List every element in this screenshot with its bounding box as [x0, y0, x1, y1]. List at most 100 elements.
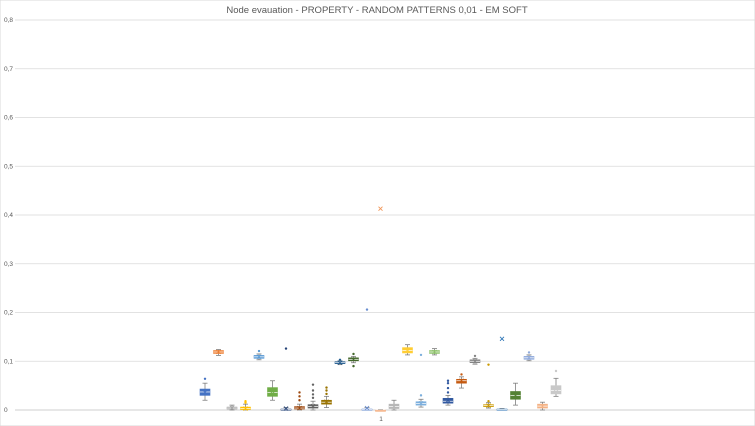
outlier-point	[325, 389, 328, 392]
box-plot	[550, 369, 562, 397]
box-plot	[226, 404, 238, 411]
outlier-point	[338, 358, 342, 361]
mean-marker	[432, 349, 437, 355]
outlier-point	[257, 349, 261, 353]
outlier-point	[325, 392, 328, 396]
y-tick-label: 0,4	[4, 212, 13, 219]
outlier-point	[446, 386, 450, 390]
box-plot	[429, 348, 440, 356]
y-tick-label: 0,8	[4, 17, 13, 24]
outlier-point	[244, 400, 247, 403]
mean-marker	[270, 389, 275, 394]
mean-marker	[297, 405, 302, 411]
outlier-point	[311, 396, 315, 400]
mean-marker	[337, 360, 343, 366]
box-plot	[469, 354, 481, 365]
outlier-point	[487, 363, 490, 366]
box-plot	[294, 391, 305, 411]
box-plot	[537, 401, 548, 411]
outlier-point	[311, 383, 315, 386]
box-series	[199, 206, 562, 412]
box-plot	[510, 382, 521, 406]
outlier-point	[487, 400, 490, 403]
mean-marker	[351, 356, 356, 362]
box-plot	[348, 352, 359, 368]
mean-marker	[526, 355, 532, 361]
mean-marker	[540, 403, 545, 409]
y-tick-label: 0,5	[4, 163, 13, 170]
mean-marker	[202, 390, 208, 395]
box-plot	[321, 386, 332, 408]
box-plot	[240, 400, 251, 411]
y-tick-label: 0,3	[4, 261, 13, 268]
mean-marker	[283, 406, 289, 411]
outlier-point	[460, 373, 463, 376]
chart-title: Node evauation - PROPERTY - RANDOM PATTE…	[226, 5, 527, 16]
mean-marker	[364, 405, 370, 411]
box-plot	[307, 383, 319, 411]
y-tick-label: 0	[4, 407, 8, 414]
y-tick-label: 0,1	[4, 358, 13, 365]
box-plot	[496, 336, 508, 411]
mean-marker	[486, 403, 491, 408]
outlier-point	[352, 364, 355, 368]
box	[550, 385, 562, 395]
x-axis: 1	[379, 416, 383, 423]
outlier-point	[365, 308, 369, 311]
box-plot	[361, 308, 373, 411]
box-plot	[483, 363, 494, 409]
mean-marker	[472, 358, 478, 364]
box-plot	[415, 353, 427, 408]
mean-marker	[405, 347, 410, 353]
y-axis: 0 0,1 0,2 0,3 0,4 0,5 0,6 0,7 0,8	[4, 17, 13, 414]
outlier-point	[298, 399, 301, 402]
outlier-point	[325, 386, 328, 389]
y-tick-label: 0,7	[4, 66, 13, 73]
box-plot	[456, 373, 467, 389]
y-tick-label: 0,6	[4, 115, 13, 122]
outlier-point	[298, 391, 301, 394]
mean-marker	[256, 354, 262, 360]
mean-marker	[229, 405, 235, 411]
mean-marker	[418, 400, 424, 406]
box-plot	[442, 379, 454, 406]
box-plot	[334, 358, 346, 366]
mean-marker	[243, 406, 248, 411]
outlier-point	[352, 352, 355, 356]
mean-marker	[553, 386, 559, 392]
box-plot	[199, 377, 211, 401]
outlier-point	[527, 351, 531, 354]
outlier-point	[473, 354, 477, 358]
outlier-point	[419, 353, 423, 357]
box-plot	[402, 344, 413, 356]
box-plot	[375, 206, 386, 412]
mean-marker	[445, 397, 451, 403]
outlier-point	[446, 379, 450, 382]
mean-marker	[324, 399, 329, 405]
box-plot	[253, 349, 265, 361]
outlier-point	[203, 377, 207, 380]
outlier-point	[311, 389, 315, 392]
box-plot	[267, 380, 278, 401]
gridlines	[15, 19, 755, 411]
mean-marker	[499, 336, 505, 342]
box-plot	[388, 399, 400, 411]
mean-marker	[513, 393, 518, 398]
outlier-point	[311, 393, 315, 396]
outlier-point	[446, 381, 450, 385]
outlier-point	[284, 347, 288, 350]
mean-marker	[378, 206, 383, 211]
x-tick-label: 1	[379, 416, 383, 423]
box-plot	[280, 347, 292, 411]
mean-marker	[310, 403, 316, 409]
mean-marker	[216, 349, 221, 355]
mean-marker	[391, 404, 397, 409]
outlier-point	[298, 395, 301, 398]
box-plot	[213, 349, 224, 356]
y-tick-label: 0,2	[4, 310, 13, 317]
outlier-point	[446, 391, 450, 394]
box-plot	[523, 351, 535, 362]
mean-marker	[459, 378, 464, 384]
